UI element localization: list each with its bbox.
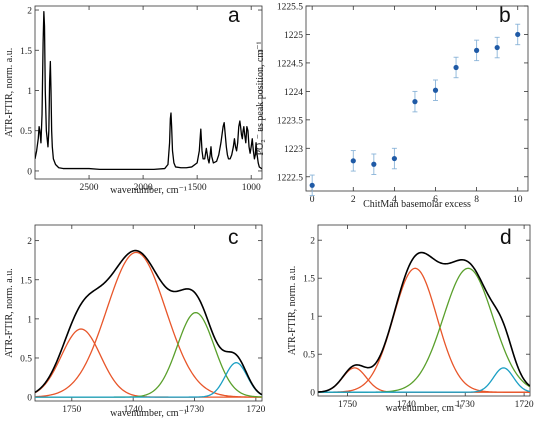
panel-a-xtick-label: 2500	[80, 183, 99, 193]
panel-b-ytick-label: 1224.5	[277, 59, 303, 69]
panel-c-sum-curve	[35, 249, 262, 396]
panel-a-ytick-label: 1	[27, 87, 32, 97]
panel-d-ytick-label: 2	[310, 237, 315, 247]
panel-c-xtick-label: 1720	[246, 405, 265, 415]
panel-b-data-point	[391, 155, 397, 162]
panel-c-frame	[34, 224, 263, 402]
panel-b-frame	[305, 5, 529, 192]
panel-d-component-curve-2	[318, 267, 530, 393]
panel-b-data-point	[494, 44, 500, 51]
panel-b-xlabel: ChitMan basemolar excess	[363, 199, 471, 210]
panel-d-xtick-label: 1740	[397, 400, 416, 410]
panel-c-component-curve-4	[35, 362, 262, 398]
panel-b-data-point	[309, 182, 315, 188]
panel-a-ytick-label: 0.5	[20, 127, 32, 137]
panel-c-xtick-label: 1750	[62, 405, 81, 415]
panel-b-xtick-label: 6	[433, 195, 438, 205]
panel-b-ytick-label: 1225	[284, 31, 303, 41]
panel-c-xlabel: wavenumber, cm⁻¹	[110, 408, 187, 419]
panel-a-letter: a	[228, 4, 240, 27]
panel-a-ytick-label: 1.5	[20, 47, 32, 57]
panel-a-frame	[34, 5, 263, 180]
panel-d-ytick-label: 0	[310, 389, 315, 399]
panel-b-xtick-label: 0	[310, 195, 315, 205]
panel-d-component-curve-4	[318, 367, 530, 393]
panel-c-ytick-label: 0.5	[20, 354, 32, 364]
panel-b-xtick-label: 8	[474, 195, 479, 205]
panel-b-letter: b	[499, 4, 511, 27]
panel-b-data-point	[371, 161, 377, 167]
panel-d-letter: d	[500, 226, 512, 249]
panel-d-xtick-label: 1720	[515, 400, 534, 410]
panel-c-component-curve-2	[35, 251, 262, 398]
panel-b-ytick-label: 1223	[284, 145, 303, 155]
panel-d-sum-curve	[318, 251, 530, 393]
panel-b-data-point	[432, 87, 439, 93]
panel-c-xtick-label: 1740	[124, 405, 143, 415]
panel-b-data-point	[515, 31, 521, 38]
panel-b-data-point	[412, 99, 418, 105]
panel-a-spectrum-line	[35, 10, 262, 170]
panel-d-xtick-label: 1730	[456, 400, 475, 410]
panel-d-frame	[317, 224, 531, 397]
panel-c-letter: c	[228, 226, 239, 249]
panel-a-xtick-label: 1000	[242, 183, 261, 193]
panel-b-data-point	[350, 158, 356, 164]
panel-b-ytick-label: 1223.5	[277, 116, 303, 126]
panel-c-ytick-label: 1.5	[20, 276, 32, 286]
panel-c-ylabel: ATR-FTIR, norm. a.u.	[4, 268, 15, 357]
panel-b-data-point	[474, 47, 480, 54]
panel-a-xtick-label: 2000	[134, 183, 153, 193]
panel-b-ytick-label: 1222.5	[277, 173, 303, 183]
panel-c-ytick-label: 2	[27, 237, 32, 247]
panel-a-ytick-label: 2	[27, 7, 32, 17]
panel-a-xtick-label: 1500	[188, 183, 207, 193]
panel-d-ytick-label: 0.5	[303, 351, 315, 361]
panel-b-data-point	[453, 64, 459, 71]
panel-d-xtick-label: 1750	[338, 400, 357, 410]
panel-d-ylabel: ATR-FTIR, norm. a.u.	[287, 266, 298, 355]
panel-d-xlabel: wavenumber, cm⁻¹	[386, 403, 463, 414]
panel-c-ytick-label: 0	[27, 394, 32, 404]
panel-b-ytick-label: 1224	[284, 88, 303, 98]
panel-a-ytick-label: 0	[27, 167, 32, 177]
panel-c-ytick-label: 1	[27, 315, 32, 325]
panel-c-component-curve-3	[35, 311, 262, 398]
panel-a-xlabel: wavenumber, cm⁻¹	[110, 185, 187, 196]
panel-b-xtick-label: 2	[351, 195, 356, 205]
panel-d-ytick-label: 1.5	[303, 275, 315, 285]
panel-b-xtick-label: 4	[392, 195, 397, 205]
panel-d-component-curve-3	[318, 267, 530, 393]
panel-b-xtick-label: 10	[513, 195, 523, 205]
panel-b-ytick-label: 1225.5	[277, 3, 303, 13]
panel-c-xtick-label: 1730	[185, 405, 204, 415]
panel-a-ylabel: ATR-FTIR, norm. a.u.	[4, 48, 15, 137]
panel-d-ytick-label: 1	[310, 313, 315, 323]
panel-b-ylabel: PO₂⁻ as peak position, cm⁻¹	[255, 42, 266, 156]
